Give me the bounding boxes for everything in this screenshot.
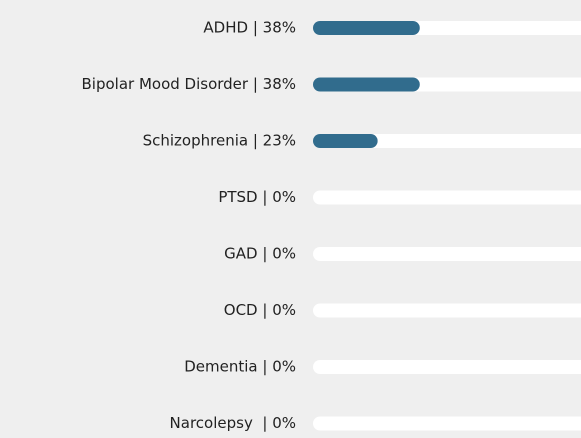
category-label: ADHD | 38% — [203, 19, 296, 37]
category-label: OCD | 0% — [224, 301, 296, 319]
bar-track — [313, 190, 581, 205]
category-label: Schizophrenia | 23% — [143, 132, 296, 150]
bar — [313, 77, 420, 92]
bar-track — [313, 134, 581, 148]
bar-track — [313, 360, 581, 374]
category-label: Bipolar Mood Disorder | 38% — [82, 75, 297, 93]
bar — [313, 21, 420, 35]
bar — [313, 134, 378, 148]
category-label: Dementia | 0% — [184, 358, 296, 376]
category-label: GAD | 0% — [224, 245, 296, 263]
category-label: Narcolepsy | 0% — [170, 414, 296, 432]
bar-track — [313, 416, 581, 431]
category-label: PTSD | 0% — [218, 188, 296, 206]
bar-track — [313, 303, 581, 318]
bar-track — [313, 247, 581, 261]
